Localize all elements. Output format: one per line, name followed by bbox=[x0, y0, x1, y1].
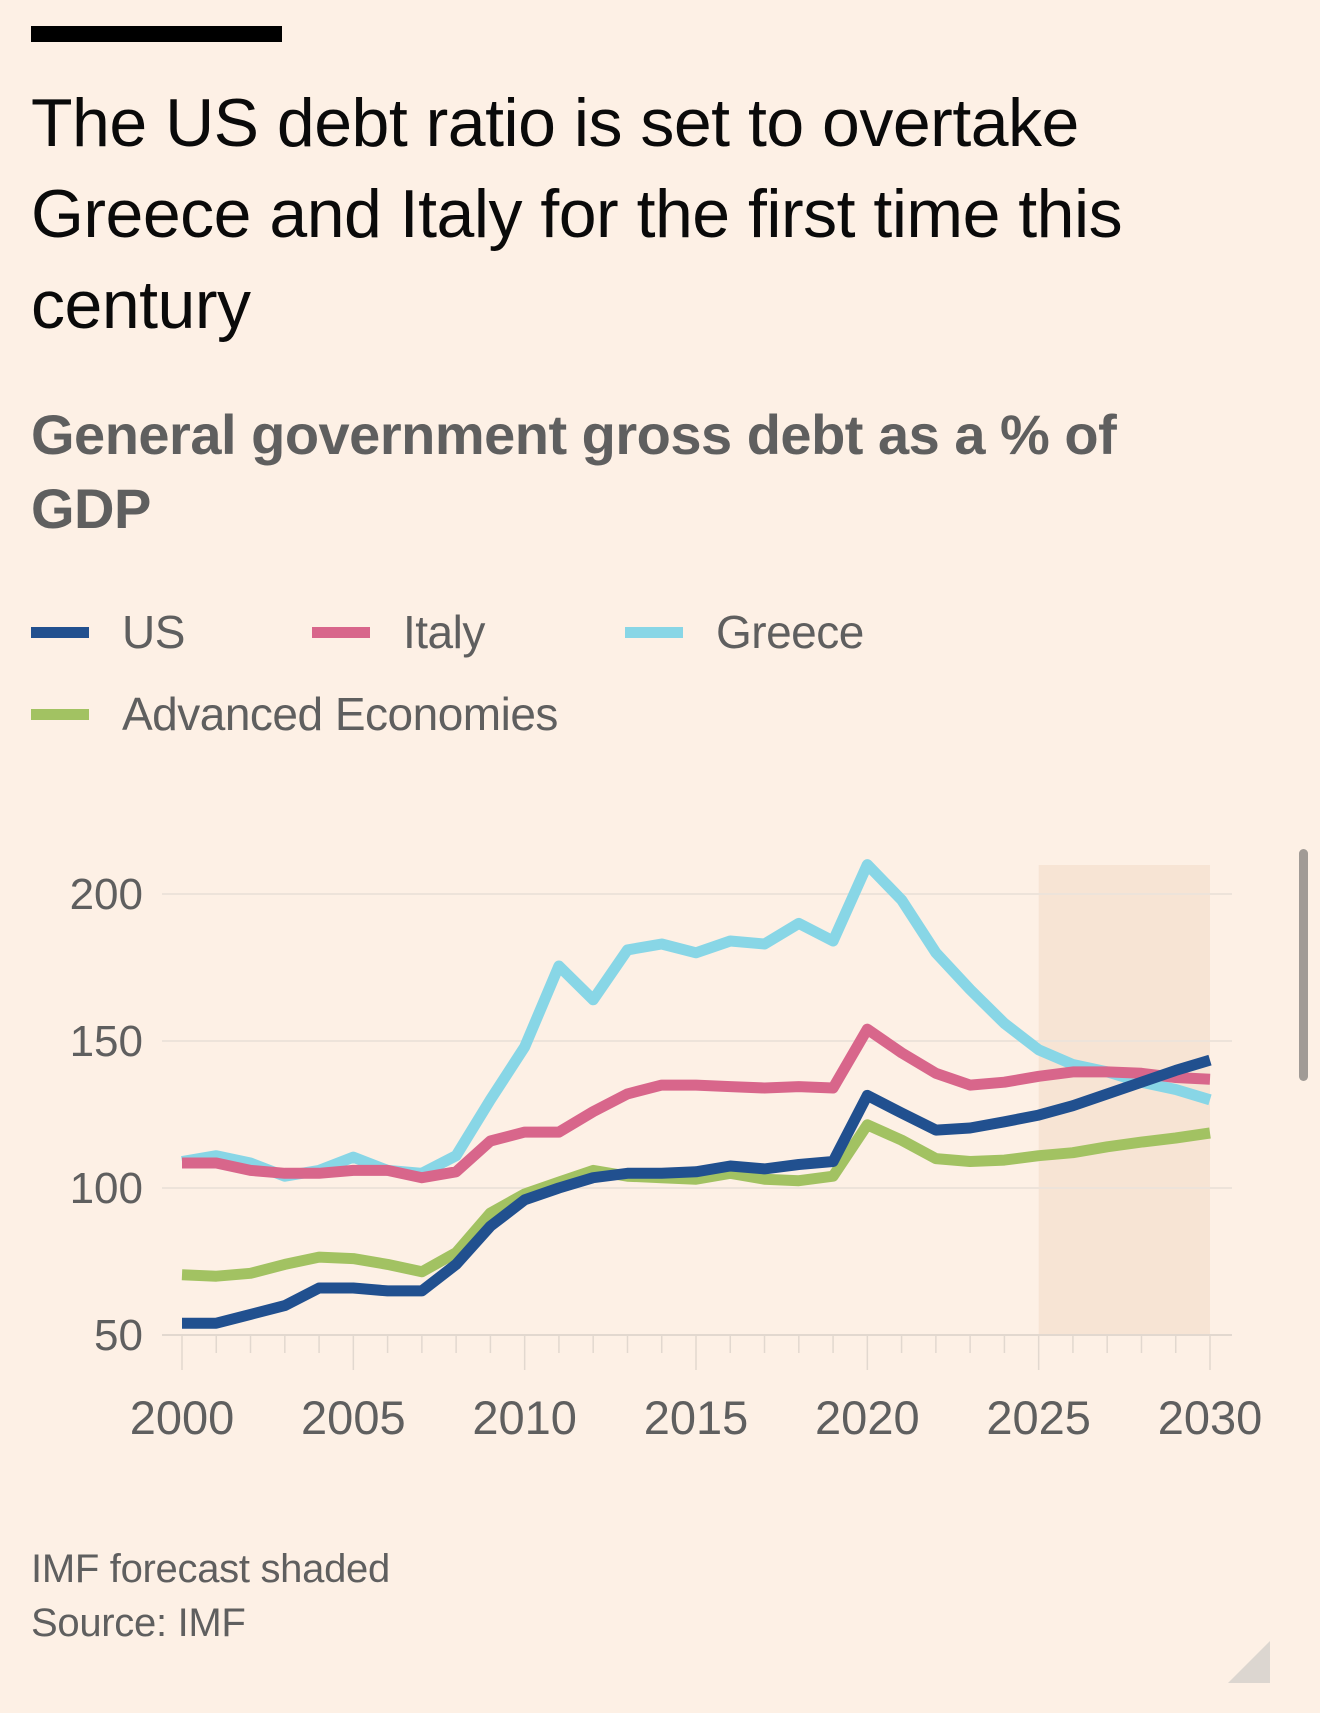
gridlines-layer bbox=[162, 893, 1232, 1189]
y-tick-label-100: 100 bbox=[70, 1164, 143, 1213]
legend-item-advanced-economies: Advanced Economies bbox=[31, 689, 558, 739]
series-line-us bbox=[182, 1054, 1212, 1329]
legend-label-italy: Italy bbox=[403, 606, 485, 658]
resize-handle-icon[interactable] bbox=[1228, 1641, 1270, 1683]
chart-title: The US debt ratio is set to overtake Gre… bbox=[31, 85, 1123, 343]
legend-swatch-italy bbox=[312, 626, 370, 638]
series-line-greece bbox=[181, 859, 1212, 1182]
footnote-forecast: IMF forecast shaded bbox=[31, 1547, 390, 1591]
series-line-advanced-economies bbox=[181, 1119, 1211, 1282]
legend-swatch-advanced-economies bbox=[31, 708, 89, 720]
legend-swatch-us bbox=[31, 626, 89, 638]
legend-label-greece: Greece bbox=[716, 606, 864, 658]
line-chart: 50 100 150 200 2000 2005 2010 2015 2020 2025 2030 bbox=[70, 859, 1263, 1444]
legend-label-us: US bbox=[122, 606, 185, 658]
x-tick-label-2010: 2010 bbox=[472, 1391, 577, 1444]
x-tick-label-2025: 2025 bbox=[986, 1391, 1091, 1444]
x-axis-layer bbox=[162, 1334, 1232, 1370]
legend-item-greece: Greece bbox=[625, 607, 864, 657]
x-tick-label-2005: 2005 bbox=[301, 1391, 406, 1444]
forecast-shading-layer bbox=[1038, 865, 1210, 1335]
legend-label-advanced-economies: Advanced Economies bbox=[122, 688, 558, 740]
series-layer bbox=[181, 859, 1212, 1329]
x-tick-label-2000: 2000 bbox=[130, 1391, 235, 1444]
header-rule bbox=[31, 26, 282, 42]
legend-item-italy: Italy bbox=[312, 607, 485, 657]
vertical-scrollbar[interactable] bbox=[1299, 849, 1308, 1081]
x-tick-label-2030: 2030 bbox=[1158, 1391, 1263, 1444]
x-tick-label-2015: 2015 bbox=[644, 1391, 749, 1444]
y-axis-labels: 50 100 150 200 bbox=[70, 870, 143, 1360]
x-tick-label-2020: 2020 bbox=[815, 1391, 920, 1444]
y-tick-label-150: 150 bbox=[70, 1017, 143, 1066]
series-line-italy bbox=[182, 1023, 1211, 1184]
forecast-shaded-region bbox=[1038, 865, 1210, 1335]
chart-subtitle: General government gross debt as a % of … bbox=[31, 403, 1117, 540]
legend-item-us: US bbox=[31, 607, 185, 657]
y-tick-label-200: 200 bbox=[70, 870, 143, 919]
x-axis-labels: 2000 2005 2010 2015 2020 2025 2030 bbox=[130, 1391, 1263, 1444]
legend-swatch-greece bbox=[625, 626, 683, 638]
source-note: Source: IMF bbox=[31, 1601, 246, 1645]
y-tick-label-50: 50 bbox=[94, 1311, 143, 1360]
